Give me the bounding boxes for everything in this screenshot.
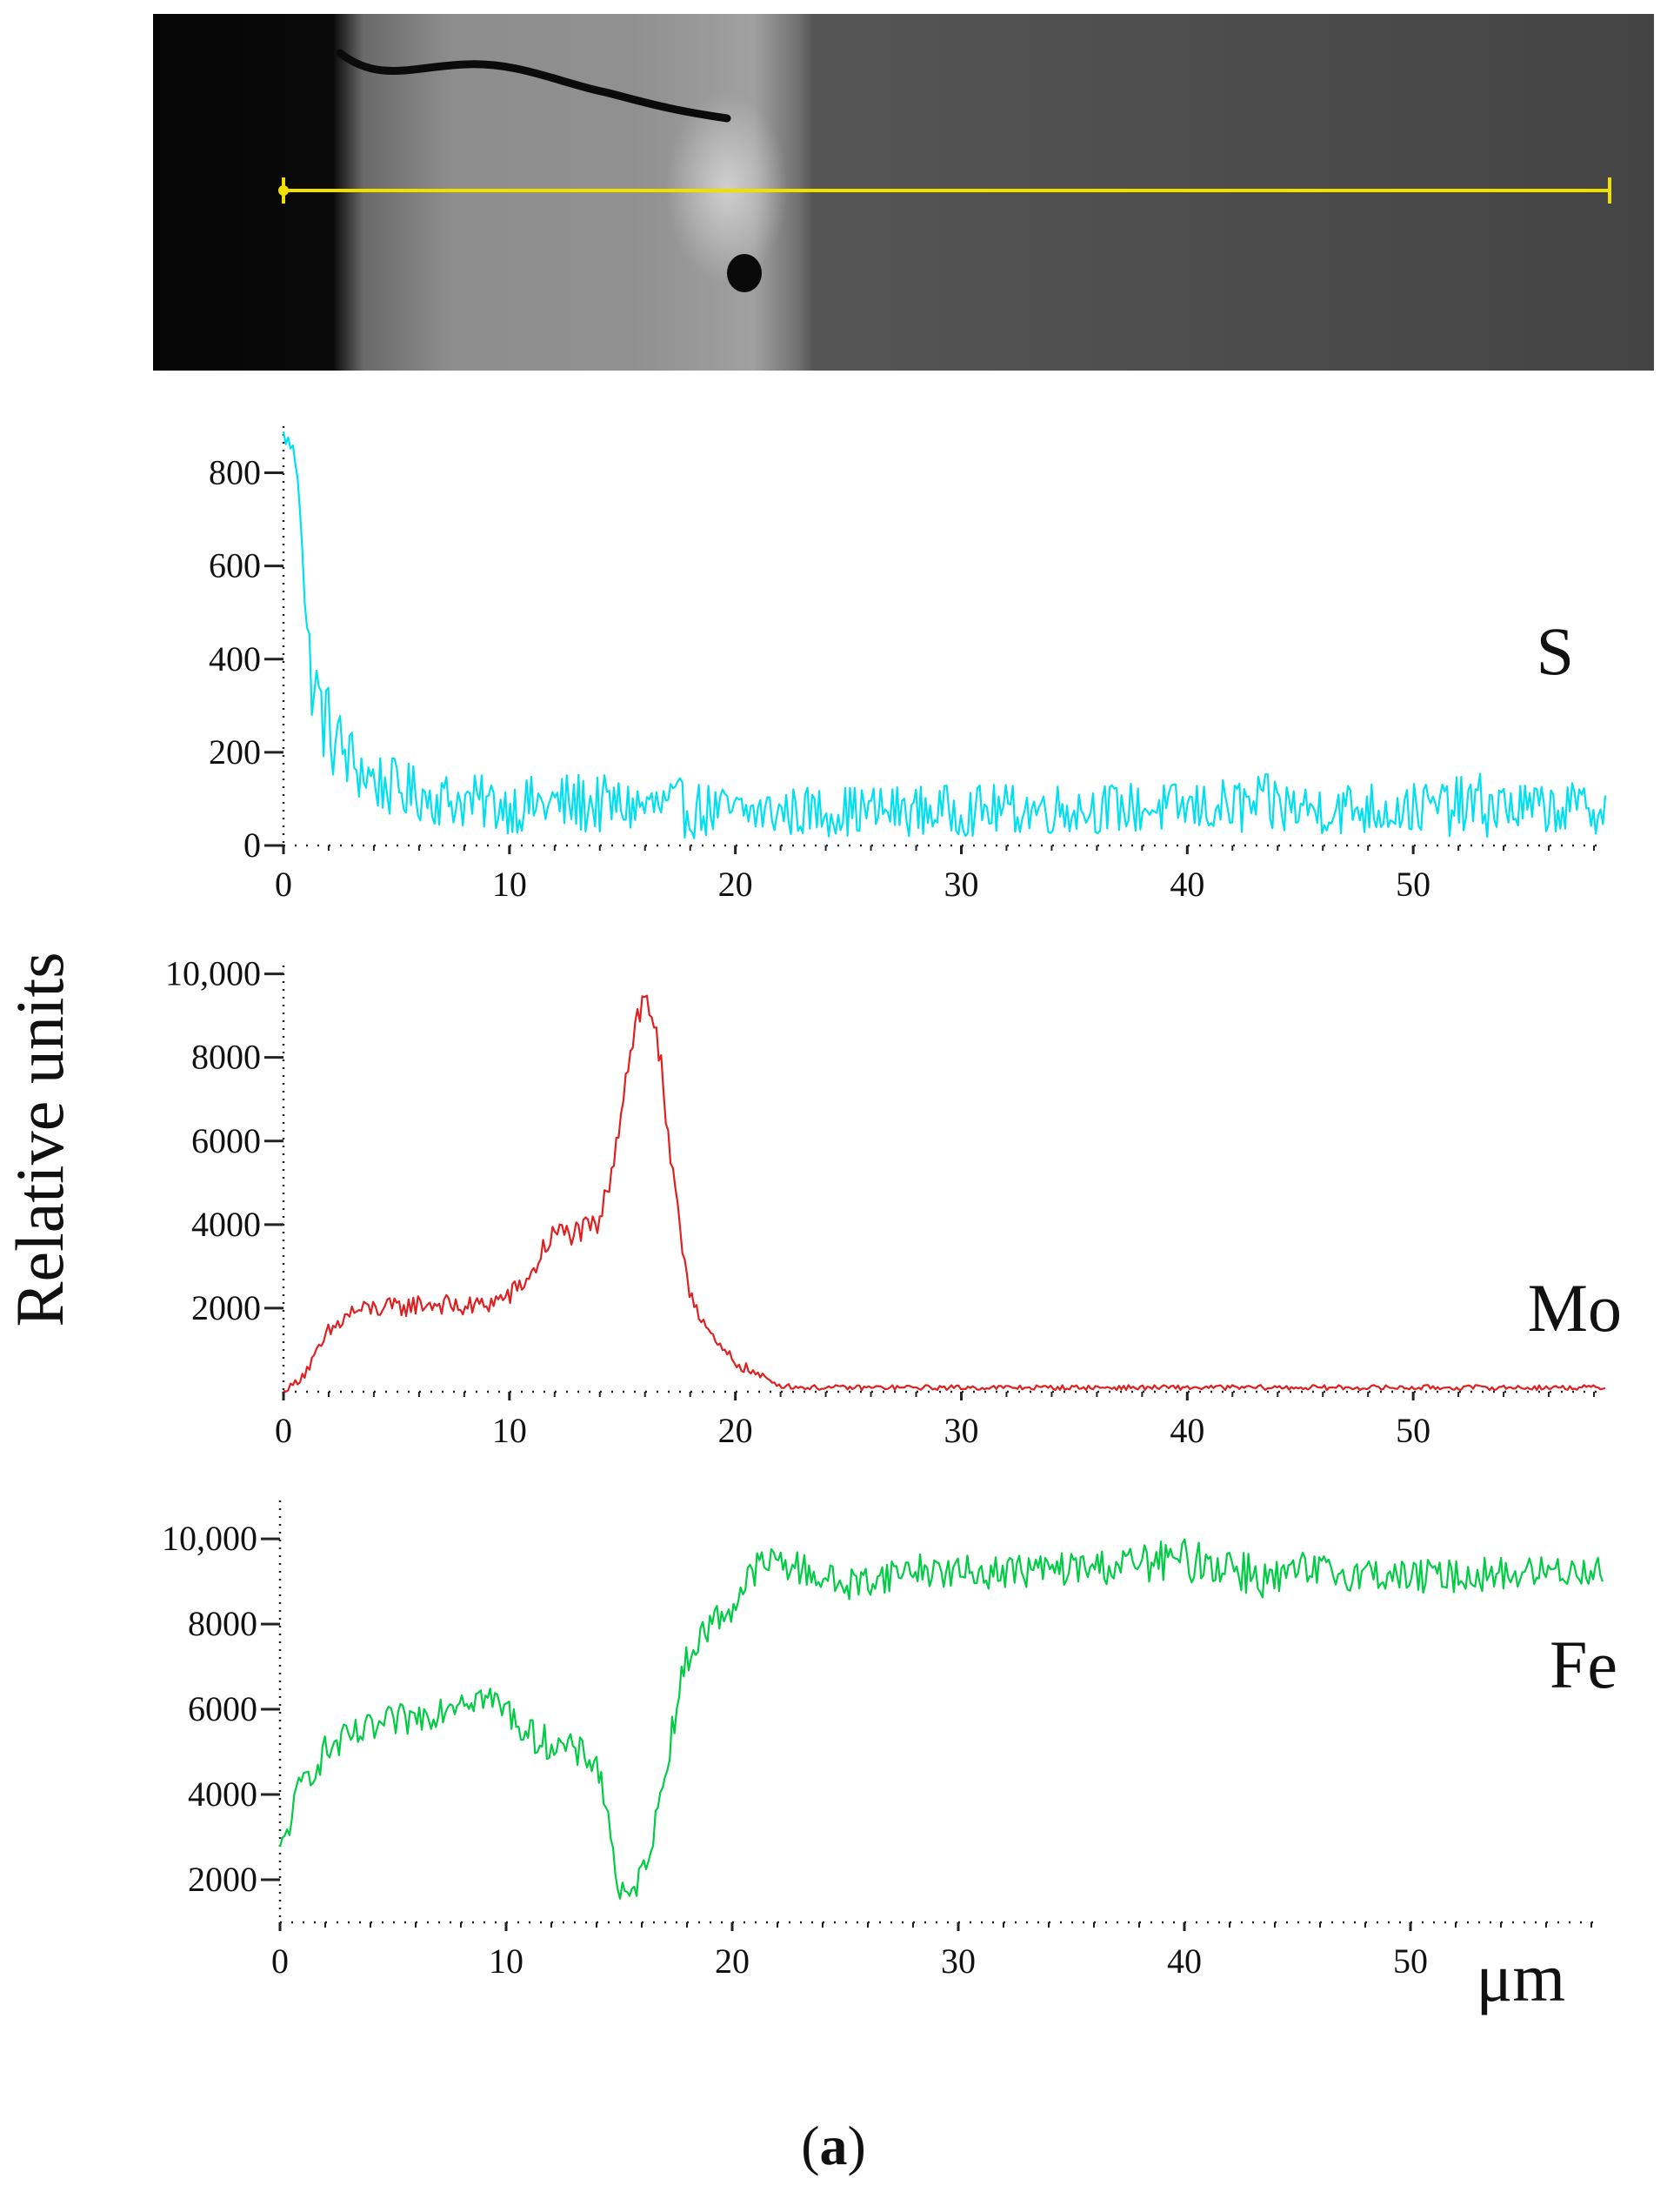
panel-S: 0 200 400 600 800 0 10 20 30 40 50 S (209, 426, 1607, 904)
x-tick-label: 10 (492, 865, 527, 904)
y-tick-label: 400 (209, 639, 261, 678)
element-label-Fe: Fe (1550, 1627, 1617, 1702)
x-tick-label: 20 (718, 1411, 753, 1450)
y-tick-label: 6000 (191, 1121, 261, 1160)
sem-micrograph (153, 14, 1654, 371)
y-axis-label: Relative units (2, 952, 77, 1327)
series-line-S (282, 431, 1607, 839)
scan-line-start-point (278, 185, 289, 196)
x-tick-label: 0 (275, 1411, 292, 1450)
y-tick-label: 800 (209, 453, 261, 492)
caption-close: ) (847, 2115, 866, 2176)
caption-letter: a (819, 2115, 848, 2176)
series-line-Mo (283, 994, 1606, 1393)
y-tick-label: 10,000 (162, 1519, 257, 1558)
y-tick-label: 4000 (191, 1205, 261, 1244)
y-tick-label: 8000 (191, 1038, 261, 1077)
x-tick-label: 30 (944, 865, 978, 904)
y-tick-label: 8000 (188, 1604, 257, 1643)
micrograph-crack (336, 49, 731, 123)
x-tick-label: 0 (271, 1941, 289, 1981)
x-tick-label: 40 (1170, 1411, 1204, 1450)
caption-open: ( (801, 2115, 820, 2176)
x-unit-label: μm (1477, 1940, 1566, 2015)
y-tick-label: 6000 (188, 1689, 257, 1728)
x-tick-label: 20 (715, 1941, 750, 1981)
element-label-Mo: Mo (1528, 1270, 1622, 1346)
y-tick-label: 2000 (188, 1860, 257, 1899)
figure-caption: (a) (0, 2114, 1667, 2178)
x-tick-label: 10 (492, 1411, 527, 1450)
x-tick-label: 10 (489, 1941, 523, 1981)
x-tick-label: 0 (275, 865, 292, 904)
y-tick-label: 4000 (188, 1774, 257, 1814)
series-line-Fe (278, 1538, 1604, 1900)
element-label-S: S (1537, 613, 1574, 689)
x-tick-label: 50 (1396, 865, 1430, 904)
micrograph-bright-phase (666, 92, 788, 284)
x-tick-label: 50 (1396, 1411, 1430, 1450)
x-tick-label: 50 (1393, 1941, 1428, 1981)
x-tick-label: 40 (1167, 1941, 1202, 1981)
y-tick-label: 2000 (191, 1288, 261, 1327)
x-tick-label: 40 (1170, 865, 1204, 904)
y-tick-label: 0 (243, 825, 261, 865)
micrograph-pore (727, 254, 762, 292)
x-tick-label: 20 (718, 865, 753, 904)
panel-Fe: 2000 4000 6000 8000 10,000 0 10 20 30 40 50 Fe (162, 1500, 1617, 1981)
y-tick-label: 200 (209, 732, 261, 772)
y-tick-label: 600 (209, 546, 261, 585)
y-tick-label: 10,000 (165, 954, 261, 993)
panel-Mo: 2000 4000 6000 8000 10,000 0 10 20 30 40 50 Mo (165, 954, 1622, 1450)
x-tick-label: 30 (941, 1941, 976, 1981)
x-tick-label: 30 (944, 1411, 978, 1450)
